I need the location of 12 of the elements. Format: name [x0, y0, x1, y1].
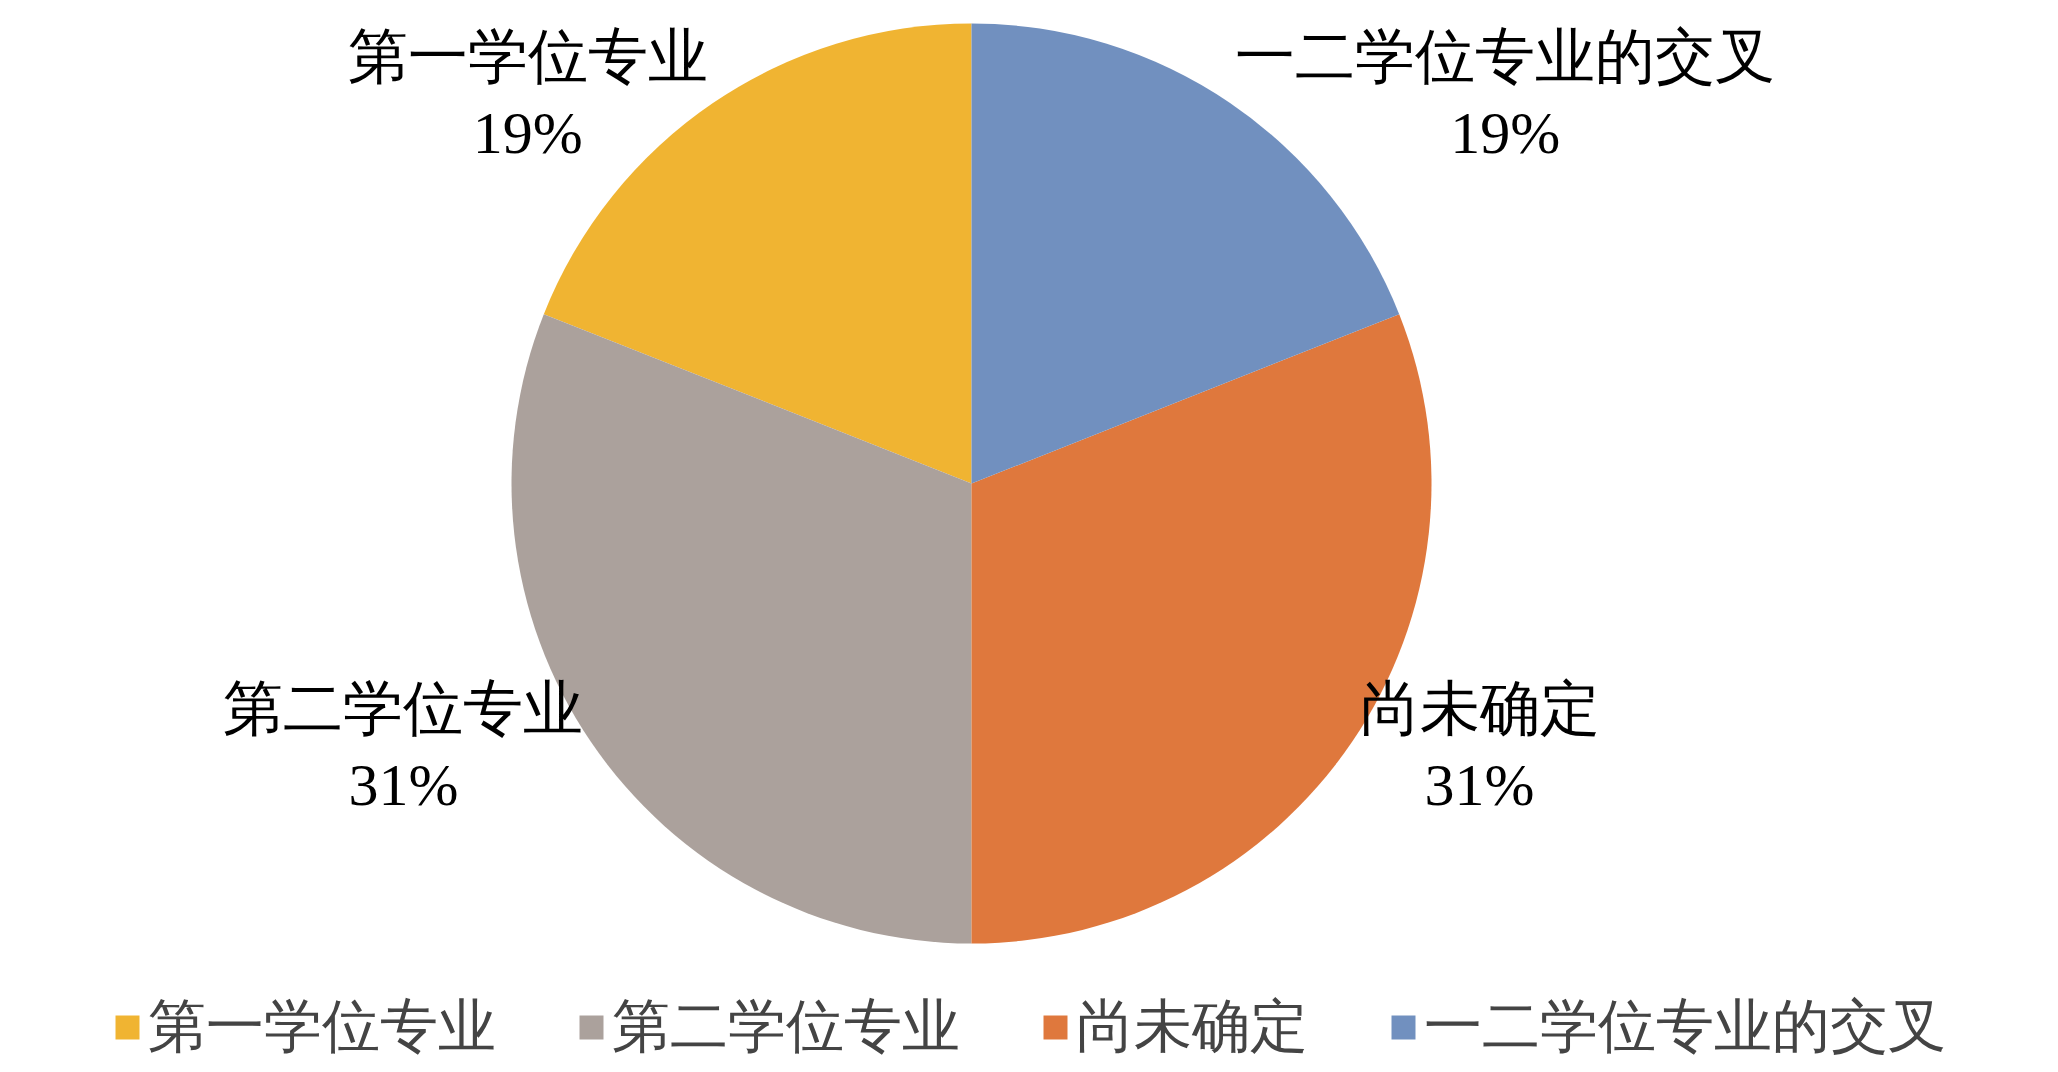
slice-label: 一二学位专业的交叉: [1235, 24, 1776, 91]
legend-label: 一二学位专业的交叉: [1424, 993, 1946, 1061]
legend-label: 第一学位专业: [148, 993, 496, 1061]
legend-label: 第二学位专业: [612, 993, 960, 1061]
data-label: 19%: [472, 100, 583, 167]
slice-label: 尚未确定: [1359, 676, 1600, 743]
data-label: 19%: [1450, 100, 1561, 167]
legend-label: 尚未确定: [1076, 993, 1308, 1061]
slice-label: 第二学位专业: [223, 676, 584, 743]
data-label: 31%: [348, 752, 459, 819]
data-label: 31%: [1424, 752, 1535, 819]
slice-label: 第一学位专业: [347, 24, 708, 91]
